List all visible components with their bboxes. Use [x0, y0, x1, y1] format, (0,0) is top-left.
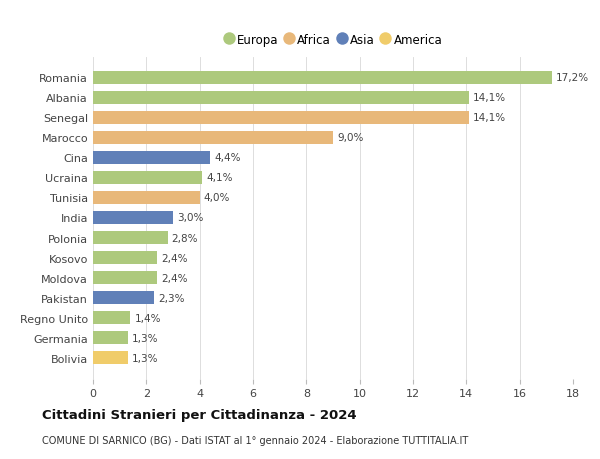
Bar	[93, 132, 333, 144]
Text: COMUNE DI SARNICO (BG) - Dati ISTAT al 1° gennaio 2024 - Elaborazione TUTTITALIA: COMUNE DI SARNICO (BG) - Dati ISTAT al 1…	[42, 435, 468, 445]
Text: 2,4%: 2,4%	[161, 253, 187, 263]
Bar	[93, 192, 200, 204]
Bar	[93, 72, 551, 84]
Bar	[93, 272, 157, 284]
Bar	[93, 92, 469, 104]
Text: 1,3%: 1,3%	[131, 333, 158, 343]
Text: 4,0%: 4,0%	[203, 193, 230, 203]
Text: 4,1%: 4,1%	[206, 173, 233, 183]
Text: Cittadini Stranieri per Cittadinanza - 2024: Cittadini Stranieri per Cittadinanza - 2…	[42, 408, 356, 421]
Text: 14,1%: 14,1%	[473, 93, 506, 103]
Bar	[93, 172, 202, 184]
Bar	[93, 152, 211, 164]
Text: 2,4%: 2,4%	[161, 273, 187, 283]
Text: 9,0%: 9,0%	[337, 133, 364, 143]
Text: 3,0%: 3,0%	[177, 213, 203, 223]
Legend: Europa, Africa, Asia, America: Europa, Africa, Asia, America	[221, 31, 445, 49]
Bar	[93, 332, 128, 344]
Text: 2,8%: 2,8%	[172, 233, 198, 243]
Bar	[93, 212, 173, 224]
Text: 1,4%: 1,4%	[134, 313, 161, 323]
Text: 17,2%: 17,2%	[556, 73, 589, 83]
Bar	[93, 232, 167, 244]
Text: 14,1%: 14,1%	[473, 113, 506, 123]
Bar	[93, 312, 130, 324]
Bar	[93, 292, 154, 304]
Text: 4,4%: 4,4%	[214, 153, 241, 163]
Text: 2,3%: 2,3%	[158, 293, 185, 303]
Bar	[93, 252, 157, 264]
Text: 1,3%: 1,3%	[131, 353, 158, 363]
Bar	[93, 112, 469, 124]
Bar	[93, 352, 128, 364]
